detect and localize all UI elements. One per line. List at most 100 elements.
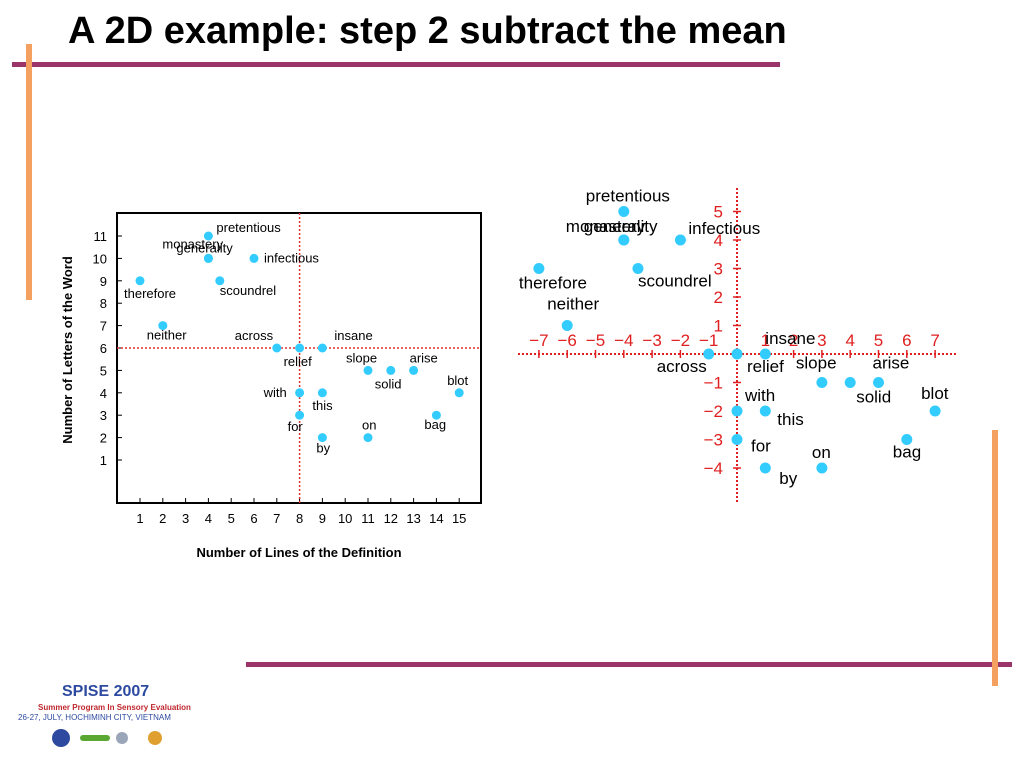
point-label-therefore: therefore (124, 286, 176, 301)
point-with (295, 388, 305, 398)
point-with (731, 405, 743, 417)
point-label-on: on (812, 443, 831, 462)
y-tick-label: 10 (93, 251, 107, 266)
point-therefore (135, 276, 145, 286)
point-scoundrel (215, 276, 225, 286)
x-tick-label: 3 (182, 511, 189, 526)
point-label-across: across (657, 357, 707, 376)
point-label-with: with (263, 385, 287, 400)
point-scoundrel (632, 263, 644, 274)
y-tick-label: 3 (100, 408, 107, 423)
point-label-by: by (779, 469, 797, 488)
x-tick-label: 7 (930, 331, 939, 350)
x-tick-label: 11 (361, 511, 375, 526)
point-label-across: across (235, 328, 274, 343)
point-label-arise: arise (873, 354, 910, 373)
point-neither (158, 321, 168, 331)
x-tick-label: 2 (789, 331, 798, 350)
point-therefore (533, 263, 545, 274)
x-tick-label: 3 (817, 331, 826, 350)
point-label-this: this (777, 410, 803, 429)
x-tick-label: 14 (429, 511, 443, 526)
y-tick-label: 5 (100, 363, 107, 378)
point-label-on: on (362, 418, 376, 433)
x-tick-label: 5 (228, 511, 235, 526)
point-solid (844, 377, 856, 388)
y-tick-label: 7 (100, 319, 107, 334)
point-blot (929, 405, 941, 417)
point-label-neither: neither (147, 328, 187, 343)
point-label-scoundrel: scoundrel (220, 283, 276, 298)
x-tick-label: 1 (136, 511, 143, 526)
y-tick-label: 5 (714, 203, 723, 222)
y-tick-label: 3 (714, 260, 723, 279)
point-solid (386, 365, 396, 375)
point-label-solid: solid (856, 388, 891, 407)
y-tick-label: 6 (100, 341, 107, 356)
point-label-slope: slope (346, 350, 377, 365)
x-tick-label: 9 (319, 511, 326, 526)
x-tick-label: −6 (558, 331, 577, 350)
y-tick-label: 8 (100, 296, 107, 311)
point-this (317, 388, 327, 398)
point-arise (409, 365, 419, 375)
slide-title: A 2D example: step 2 subtract the mean (68, 10, 787, 52)
point-label-bag: bag (424, 417, 446, 432)
x-tick-label: −1 (699, 331, 718, 350)
x-tick-label: 8 (296, 511, 303, 526)
x-tick-label: 1 (761, 331, 770, 350)
bottom-rule (246, 662, 1012, 667)
point-label-bag: bag (893, 443, 921, 462)
point-by (317, 433, 327, 443)
point-pretentious (618, 206, 630, 217)
x-tick-label: 15 (452, 511, 466, 526)
x-tick-label: −3 (642, 331, 661, 350)
y-tick-label: 1 (714, 317, 723, 336)
point-across (272, 343, 282, 353)
sponsor-logos (52, 729, 162, 747)
x-tick-label: 5 (874, 331, 883, 350)
point-for (295, 410, 305, 420)
point-arise (873, 377, 884, 388)
point-by (759, 462, 771, 474)
y-tick-label: −3 (704, 431, 723, 450)
point-label-blot: blot (921, 384, 949, 403)
x-tick-label: 6 (902, 331, 911, 350)
point-label-relief: relief (284, 354, 313, 369)
x-tick-label: 13 (406, 511, 420, 526)
point-label-monastery: monastery (566, 217, 646, 236)
point-label-this: this (312, 398, 333, 413)
point-label-infectious: infectious (264, 250, 319, 265)
y-tick-label: −4 (704, 459, 723, 478)
right-accent-bar (992, 430, 998, 686)
point-label-by: by (316, 441, 330, 456)
logo-swirl-icon (148, 731, 162, 745)
point-generality (618, 234, 630, 246)
point-infectious (674, 234, 686, 246)
x-tick-label: 2 (159, 511, 166, 526)
point-relief (295, 343, 305, 353)
y-tick-label: −2 (704, 402, 723, 421)
point-label-for: for (751, 437, 771, 456)
y-tick-label: 2 (100, 431, 107, 446)
point-across (703, 348, 715, 360)
point-label-solid: solid (375, 376, 402, 391)
point-relief (731, 348, 743, 360)
footer-subtitle: Summer Program In Sensory Evaluation (38, 703, 191, 712)
x-tick-label: 10 (338, 511, 352, 526)
point-insane (317, 343, 327, 353)
top-rule (12, 62, 780, 67)
y-axis-label: Number of Letters of the Word (60, 256, 75, 444)
point-label-pretentious: pretentious (586, 187, 670, 206)
point-for (731, 434, 743, 445)
point-label-slope: slope (796, 354, 837, 373)
logo-agro-icon (80, 735, 110, 741)
point-insane (759, 348, 771, 360)
x-tick-label: 7 (273, 511, 280, 526)
logo-seal-icon (116, 732, 128, 744)
y-tick-label: −1 (704, 374, 723, 393)
x-tick-label: −7 (529, 331, 548, 350)
point-label-generality: generality (176, 240, 233, 255)
point-label-generality: generality (584, 217, 658, 236)
point-label-blot: blot (447, 373, 468, 388)
